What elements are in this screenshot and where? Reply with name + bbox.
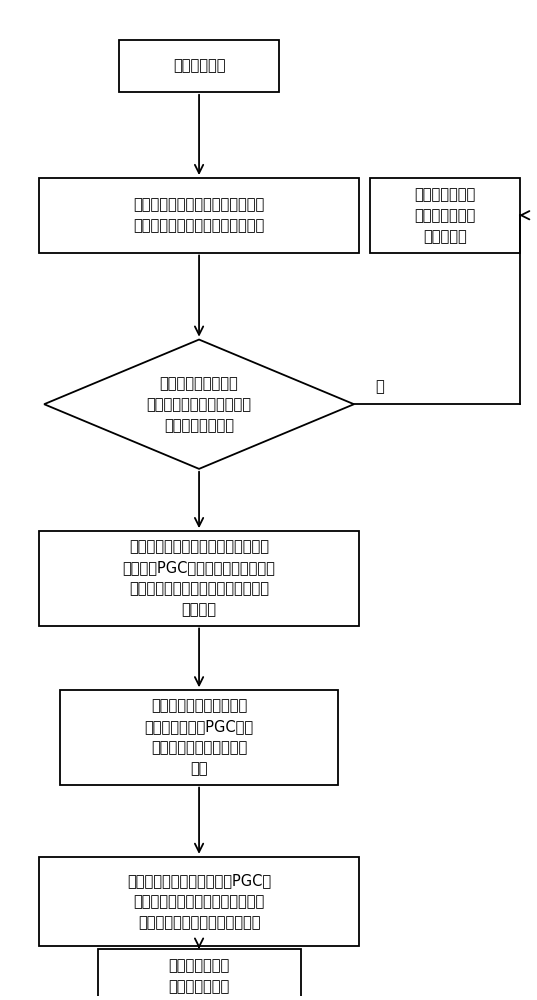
Bar [98,949,301,1000]
Text: 选择好参考光纤后进行第二次波长扫
描，运用PGC算法得到被测干涉仪与
参考干涉仪在整个扫波长范围内的位
相变化量: 选择好参考光纤后进行第二次波长扫 描，运用PGC算法得到被测干涉仪与 参考干涉仪… [122,539,275,617]
Bar [39,857,359,946]
Text: 进行第三次波长扫描，运用PGC算
法得到被测干涉仪和参考干涉仪在
整个扫波长范围内的位相变化量: 进行第三次波长扫描，运用PGC算 法得到被测干涉仪和参考干涉仪在 整个扫波长范围… [127,873,271,930]
Text: 两干涉仪任意时间段
内示波器上显示的余弦曲线
个数相差十倍之内: 两干涉仪任意时间段 内示波器上显示的余弦曲线 个数相差十倍之内 [147,376,251,433]
Text: 用示波器观察被测干涉仪和参考干
涉仪在任意时间段内的位相变化量: 用示波器观察被测干涉仪和参考干 涉仪在任意时间段内的位相变化量 [133,197,265,233]
Polygon shape [44,340,354,469]
Bar [119,40,279,92]
Text: 根据臂长差测量
公式计算臂长差: 根据臂长差测量 公式计算臂长差 [169,958,230,994]
Bar [60,690,338,785]
Bar [39,178,359,253]
Bar [370,178,520,253]
Bar [39,531,359,626]
Text: 更换两光开之间
的通道选择合适
的参考光纤: 更换两光开之间 的通道选择合适 的参考光纤 [414,187,475,244]
Text: 开始波长扫描: 开始波长扫描 [173,59,226,74]
Text: 否: 否 [375,379,384,394]
Text: 扩大反射镜与自聚焦透镜
之间距离，运用PGC算法
对数据进行处理得到移动
距离: 扩大反射镜与自聚焦透镜 之间距离，运用PGC算法 对数据进行处理得到移动 距离 [144,698,253,776]
